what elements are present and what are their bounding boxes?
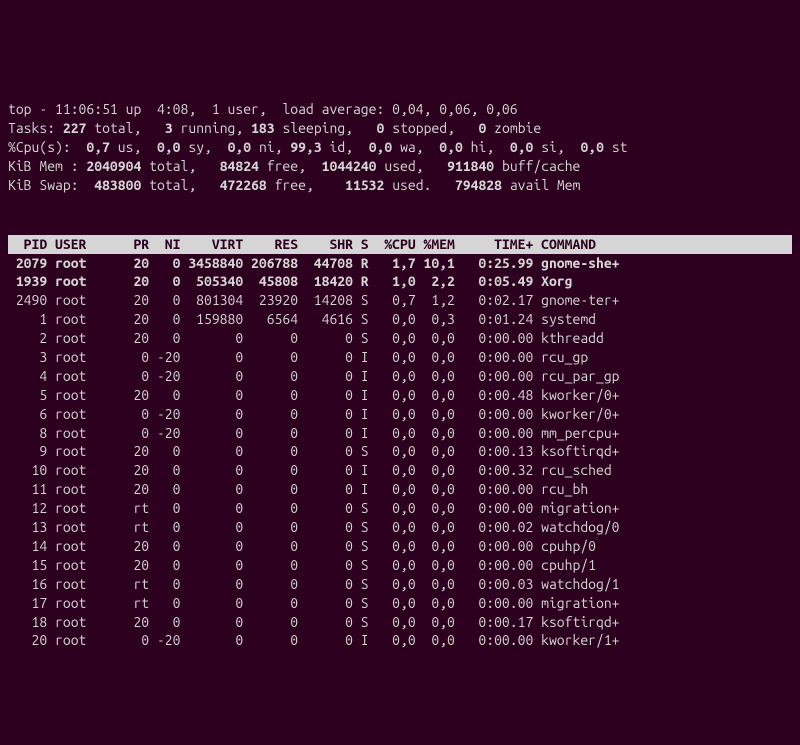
process-row[interactable]: 1 root 20 0 159880 6564 4616 S 0,0 0,3 0… xyxy=(8,310,792,329)
process-row[interactable]: 18 root 20 0 0 0 0 S 0,0 0,0 0:00.17 kso… xyxy=(8,613,792,632)
process-row[interactable]: 14 root 20 0 0 0 0 S 0,0 0,0 0:00.00 cpu… xyxy=(8,537,792,556)
swap-line: KiB Swap: 483800 total, 472268 free, 115… xyxy=(8,177,580,193)
process-row[interactable]: 16 root rt 0 0 0 0 S 0,0 0,0 0:00.03 wat… xyxy=(8,575,792,594)
process-row[interactable]: 10 root 20 0 0 0 0 I 0,0 0,0 0:00.32 rcu… xyxy=(8,461,792,480)
process-row[interactable]: 5 root 20 0 0 0 0 I 0,0 0,0 0:00.48 kwor… xyxy=(8,386,792,405)
process-row[interactable]: 12 root rt 0 0 0 0 S 0,0 0,0 0:00.00 mig… xyxy=(8,499,792,518)
process-row[interactable]: 2490 root 20 0 801304 23920 14208 S 0,7 … xyxy=(8,291,792,310)
tasks-line: Tasks: 227 total, 3 running, 183 sleepin… xyxy=(8,120,541,136)
uptime-line: top - 11:06:51 up 4:08, 1 user, load ave… xyxy=(8,101,518,117)
process-row[interactable]: 20 root 0 -20 0 0 0 I 0,0 0,0 0:00.00 kw… xyxy=(8,631,792,650)
mem-line: KiB Mem : 2040904 total, 84824 free, 104… xyxy=(8,158,580,174)
process-list[interactable]: 2079 root 20 0 3458840 206788 44708 R 1,… xyxy=(8,254,792,651)
process-row[interactable]: 13 root rt 0 0 0 0 S 0,0 0,0 0:00.02 wat… xyxy=(8,518,792,537)
process-row[interactable]: 4 root 0 -20 0 0 0 I 0,0 0,0 0:00.00 rcu… xyxy=(8,367,792,386)
process-row[interactable]: 2 root 20 0 0 0 0 S 0,0 0,0 0:00.00 kthr… xyxy=(8,329,792,348)
process-row[interactable]: 3 root 0 -20 0 0 0 I 0,0 0,0 0:00.00 rcu… xyxy=(8,348,792,367)
cpu-line: %Cpu(s): 0,7 us, 0,0 sy, 0,0 ni, 99,3 id… xyxy=(8,139,628,155)
process-row[interactable]: 8 root 0 -20 0 0 0 I 0,0 0,0 0:00.00 mm_… xyxy=(8,424,792,443)
process-row[interactable]: 6 root 0 -20 0 0 0 I 0,0 0,0 0:00.00 kwo… xyxy=(8,405,792,424)
process-row[interactable]: 1939 root 20 0 505340 45808 18420 R 1,0 … xyxy=(8,272,792,291)
process-row[interactable]: 9 root 20 0 0 0 0 S 0,0 0,0 0:00.13 ksof… xyxy=(8,442,792,461)
process-row[interactable]: 17 root rt 0 0 0 0 S 0,0 0,0 0:00.00 mig… xyxy=(8,594,792,613)
blank-line xyxy=(8,217,16,233)
column-headers[interactable]: PID USER PR NI VIRT RES SHR S %CPU %MEM … xyxy=(8,235,792,254)
process-row[interactable]: 11 root 20 0 0 0 0 I 0,0 0,0 0:00.00 rcu… xyxy=(8,480,792,499)
process-row[interactable]: 2079 root 20 0 3458840 206788 44708 R 1,… xyxy=(8,254,792,273)
process-row[interactable]: 15 root 20 0 0 0 0 S 0,0 0,0 0:00.00 cpu… xyxy=(8,556,792,575)
summary-area: top - 11:06:51 up 4:08, 1 user, load ave… xyxy=(8,82,792,195)
